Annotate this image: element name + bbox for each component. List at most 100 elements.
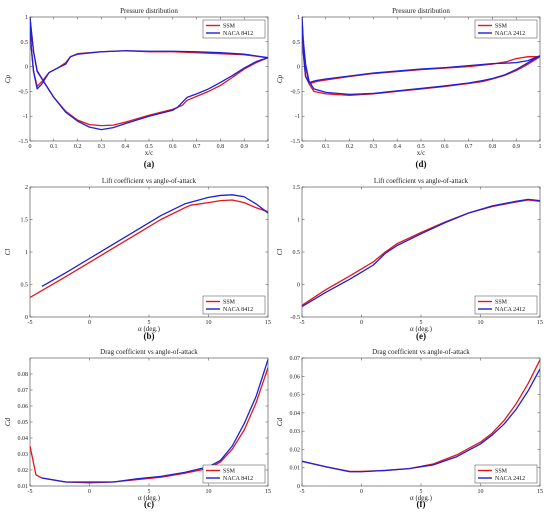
y-tick-label: 0.06	[18, 404, 29, 410]
y-axis-label: Cl	[4, 249, 12, 256]
chart-panel-e: Lift coefficient vs angle-of-attack -5 0 5 1…	[276, 177, 543, 341]
x-tick-label: 0.2	[74, 144, 82, 150]
legend-entry: NACA 8412	[223, 307, 253, 313]
x-tick-label: 0.1	[322, 144, 330, 150]
chart-title: Drag coefficient vs angle-of-attack	[372, 348, 470, 356]
x-axis-label: x/c	[145, 149, 154, 157]
panel-label: (e)	[416, 331, 426, 341]
y-tick-label: 0.5	[21, 40, 29, 46]
y-tick-label: 0.5	[293, 250, 301, 256]
y-tick-label: 1.5	[293, 185, 301, 191]
y-tick-label: -1	[295, 114, 300, 120]
x-tick-label: -5	[300, 320, 305, 326]
x-axis-label: α (deg.)	[410, 325, 433, 333]
x-tick-label: 0	[301, 144, 304, 150]
panel-label: (c)	[144, 499, 154, 509]
series-line-naca	[302, 198, 540, 308]
y-tick-label: -0.5	[291, 89, 301, 95]
x-tick-label: 0.4	[121, 144, 129, 150]
legend-entry: SSM	[223, 469, 236, 475]
y-tick-label: 0.01	[18, 484, 29, 490]
chart-title: Drag coefficient vs angle-of-attack	[100, 348, 198, 356]
y-tick-label: 0.02	[290, 447, 301, 453]
series-line-ssm	[302, 199, 540, 306]
y-tick-label: 0.01	[290, 466, 301, 472]
x-tick-label: 0.1	[50, 144, 58, 150]
x-tick-label: 15	[537, 489, 543, 495]
y-tick-label: 1	[25, 15, 28, 21]
legend-entry: SSM	[223, 24, 236, 30]
y-tick-label: 0.07	[18, 388, 29, 394]
x-tick-label: 0.9	[240, 144, 248, 150]
y-tick-label: -1	[23, 114, 28, 120]
y-tick-label: 0.06	[290, 374, 301, 380]
x-tick-label: 15	[537, 320, 543, 326]
x-tick-label: 5	[148, 489, 151, 495]
x-tick-label: 15	[265, 320, 271, 326]
chart-title: Lift coefficient vs angle-of-attack	[374, 177, 469, 185]
x-axis-label: α (deg.)	[410, 494, 433, 502]
x-tick-label: 0	[88, 489, 91, 495]
x-tick-label: 0	[29, 144, 32, 150]
series-line-naca	[302, 17, 540, 96]
y-tick-label: 0.04	[290, 411, 301, 417]
y-tick-label: 0.5	[21, 283, 29, 289]
panel-label: (b)	[144, 331, 155, 341]
y-tick-label: 0	[25, 315, 28, 321]
x-tick-label: 0.7	[193, 144, 201, 150]
y-tick-label: -1.5	[19, 139, 29, 145]
chart-panel-b: Lift coefficient vs angle-of-attack-5 0 5 1…	[4, 177, 271, 341]
x-tick-label: 10	[478, 489, 484, 495]
y-tick-label: 2	[25, 185, 28, 191]
x-tick-label: 0	[360, 320, 363, 326]
x-tick-label: -5	[300, 489, 305, 495]
series-line-ssm	[302, 359, 540, 473]
y-tick-label: 0.05	[290, 393, 301, 399]
legend-entry: NACA 2412	[495, 31, 525, 37]
legend-entry: NACA 2412	[495, 307, 525, 313]
x-tick-label: 10	[478, 320, 484, 326]
series-line-naca	[30, 17, 268, 131]
y-tick-label: 0	[297, 484, 300, 490]
chart-title: Lift coefficient vs angle-of-attack	[102, 177, 197, 185]
y-tick-label: -0.5	[291, 315, 301, 321]
chart-title: Pressure distribution	[120, 7, 178, 15]
y-tick-label: -1.5	[291, 139, 301, 145]
series-line-naca	[41, 194, 268, 288]
y-tick-label: 0.08	[18, 372, 29, 378]
x-tick-label: 0.5	[417, 144, 425, 150]
legend-entry: SSM	[495, 300, 508, 306]
x-tick-label: 0.3	[370, 144, 378, 150]
x-tick-label: 0	[360, 489, 363, 495]
chart-title: Pressure distribution	[392, 7, 450, 15]
x-tick-label: 0.7	[465, 144, 473, 150]
panel-label: (f)	[417, 499, 426, 509]
panel-label: (a)	[144, 159, 155, 169]
chart-panel-f: Drag coefficient vs angle-of-attack-5 0 5 1…	[276, 348, 543, 509]
x-tick-label: 0.8	[489, 144, 497, 150]
x-tick-label: 0.5	[145, 144, 153, 150]
x-tick-label: -5	[28, 320, 33, 326]
y-tick-label: 1	[297, 218, 300, 224]
y-tick-label: -0.5	[19, 89, 29, 95]
y-tick-label: 0.02	[18, 468, 29, 474]
x-tick-label: 0.2	[346, 144, 354, 150]
x-tick-label: 5	[148, 320, 151, 326]
x-tick-label: 1	[539, 144, 542, 150]
x-tick-label: 10	[206, 489, 212, 495]
y-tick-label: 0	[25, 65, 28, 71]
panel-label: (d)	[416, 159, 427, 169]
x-tick-label: 0	[88, 320, 91, 326]
y-axis-label: Cp	[276, 74, 284, 83]
x-tick-label: 0.3	[98, 144, 106, 150]
y-tick-label: 0.04	[18, 436, 29, 442]
x-axis-label: x/c	[417, 149, 426, 157]
y-axis-label: Cd	[276, 417, 284, 426]
y-tick-label: 1	[25, 250, 28, 256]
